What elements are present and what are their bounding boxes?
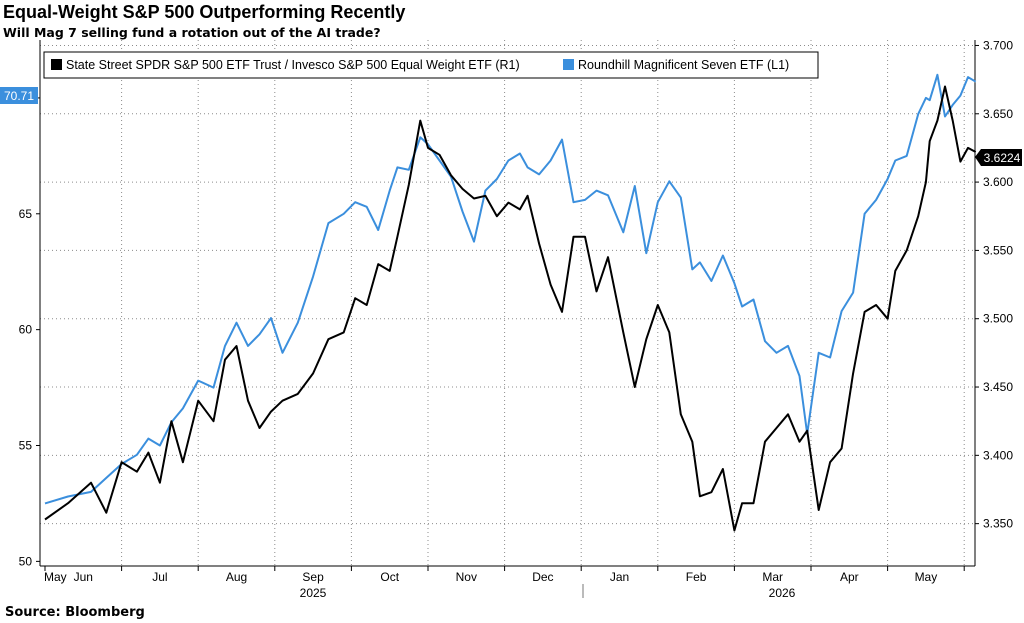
last-value-tag-left: 70.71 [0, 87, 38, 104]
chart-subtitle: Will Mag 7 selling fund a rotation out o… [3, 25, 381, 40]
right-tick-label-7: 3.700 [983, 38, 1013, 52]
right-tick-label-1: 3.400 [983, 448, 1013, 462]
x-tick-label-6: Nov [456, 570, 477, 584]
year-label-2026: 2026 [769, 586, 796, 600]
legend-box [43, 51, 819, 79]
x-tick-label-8: Jan [610, 570, 629, 584]
right-axis-ticks: 3.350 3.400 3.450 3.500 3.550 3.600 3.650 3.700 [975, 38, 1013, 531]
series-lines [44, 73, 977, 532]
chart-title: Equal-Weight S&P 500 Outperforming Recen… [3, 2, 406, 22]
series-line-equal-weight [44, 85, 977, 532]
x-tick-label-5: Oct [380, 570, 399, 584]
right-tick-label-3: 3.500 [983, 312, 1013, 326]
x-tick-label-2: Jul [152, 570, 167, 584]
last-value-left-text: 70.71 [4, 89, 34, 103]
legend-label-equal-weight: State Street SPDR S&P 500 ETF Trust / In… [66, 58, 520, 72]
series-line-mag7 [44, 73, 977, 505]
left-tick-label-1: 55 [19, 439, 33, 453]
left-tick-label-0: 50 [19, 554, 33, 568]
left-tick-label-3: 65 [19, 207, 33, 221]
x-tick-label-11: Apr [840, 570, 859, 584]
right-tick-label-0: 3.350 [983, 517, 1013, 531]
legend-label-mag7: Roundhill Magnificent Seven ETF (L1) [578, 58, 789, 72]
x-tick-label-1: Jun [74, 570, 93, 584]
source-note: Source: Bloomberg [5, 605, 145, 620]
axes [39, 40, 976, 598]
x-tick-label-4: Sep [302, 570, 324, 584]
right-tick-label-2: 3.450 [983, 380, 1013, 394]
last-value-tag-right: 3.6224 [975, 149, 1022, 166]
legend: State Street SPDR S&P 500 ETF Trust / In… [43, 51, 819, 79]
x-tick-label-3: Aug [226, 570, 247, 584]
left-tick-label-2: 60 [19, 323, 33, 337]
year-labels: 2025 2026 [300, 586, 796, 600]
x-tick-label-7: Dec [532, 570, 553, 584]
legend-swatch-mag7 [563, 59, 574, 70]
right-tick-label-5: 3.600 [983, 175, 1013, 189]
x-tick-label-12: May [915, 570, 938, 584]
right-tick-label-6: 3.650 [983, 107, 1013, 121]
last-value-left-box [0, 87, 38, 104]
gridlines [40, 40, 975, 566]
left-axis-ticks: 5055606570 [19, 91, 40, 568]
year-label-2025: 2025 [300, 586, 327, 600]
x-tick-label-0: May [44, 570, 67, 584]
x-axis-ticks: May Jun Jul Aug Sep Oct Nov Dec Jan Feb Mar Apr May [44, 566, 965, 584]
x-tick-label-10: Mar [762, 570, 783, 584]
x-tick-label-9: Feb [686, 570, 707, 584]
last-value-right-text: 3.6224 [984, 151, 1021, 165]
legend-swatch-equal-weight [51, 59, 62, 70]
last-value-right-box [975, 149, 1022, 166]
right-tick-label-4: 3.550 [983, 243, 1013, 257]
